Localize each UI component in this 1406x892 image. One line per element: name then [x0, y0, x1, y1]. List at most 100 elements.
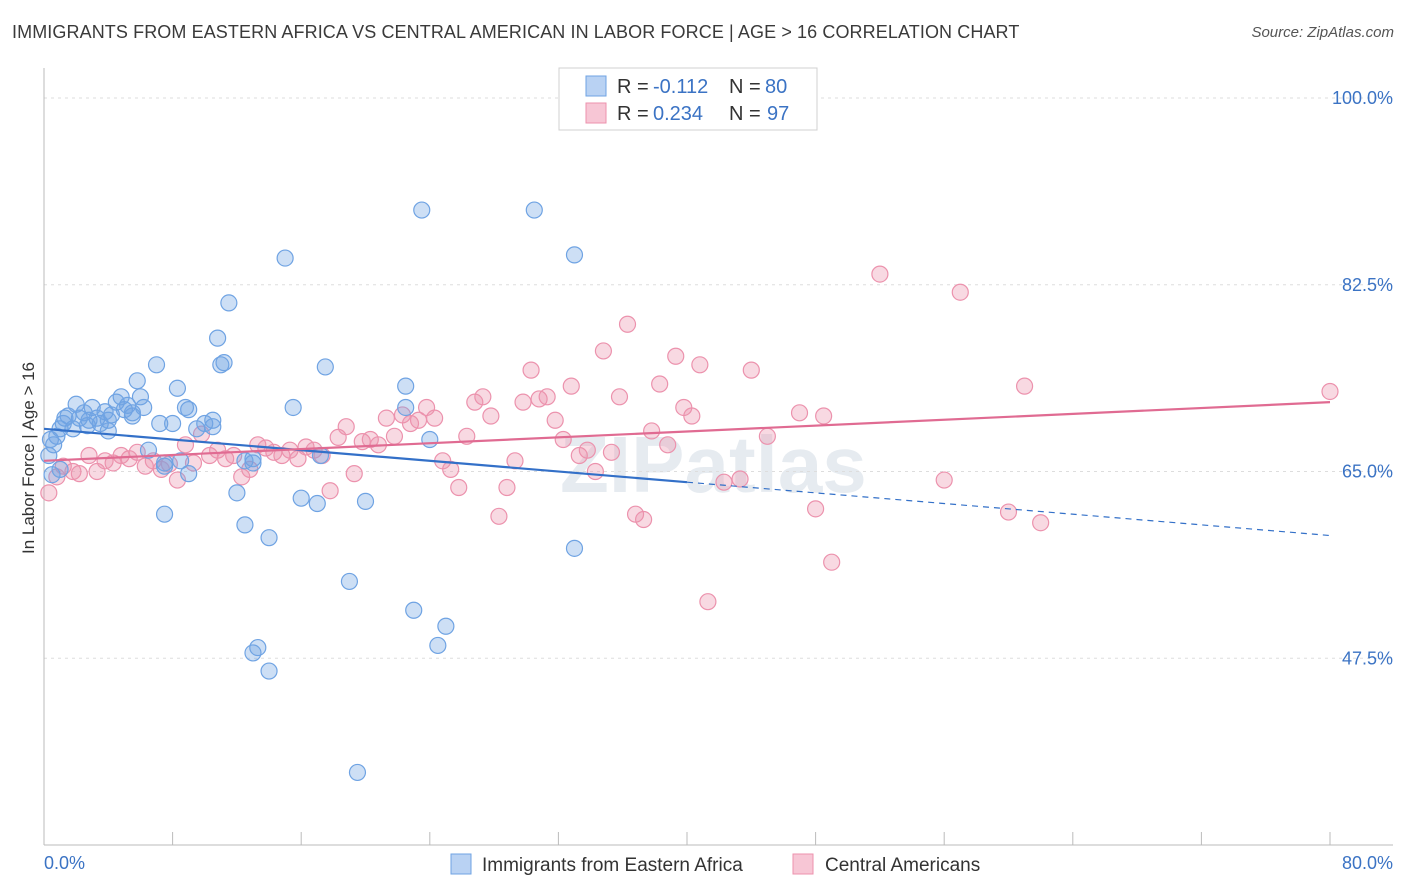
- eastern-africa-point: [437, 617, 455, 635]
- chart-title: IMMIGRANTS FROM EASTERN AFRICA VS CENTRA…: [12, 22, 1020, 42]
- central-americans-point: [806, 500, 825, 518]
- eastern-africa-point: [565, 246, 584, 264]
- eastern-africa-point: [56, 409, 74, 427]
- eastern-africa-point: [565, 539, 584, 557]
- eastern-africa-point: [421, 430, 439, 449]
- central-americans-point: [337, 418, 355, 436]
- x-ticks: [43, 832, 1331, 845]
- eastern-africa-point: [180, 465, 198, 483]
- eastern-africa-point: [316, 358, 334, 376]
- eastern-africa-point: [249, 638, 267, 657]
- trend-line-eastern-africa-extrapolated: [686, 481, 1331, 537]
- eastern-africa-point: [180, 401, 198, 419]
- central-americans-point: [1321, 382, 1339, 401]
- eastern-africa-point: [123, 404, 142, 422]
- central-americans-point: [610, 388, 629, 406]
- central-americans-point: [385, 427, 404, 445]
- central-americans-point: [667, 347, 685, 365]
- x-tick-label-max: 80.0%: [1342, 853, 1393, 873]
- eastern-africa-point: [348, 763, 367, 782]
- legend-box: R = -0.112 N = 80 R = 0.234 N = 97: [558, 67, 818, 131]
- central-americans-point: [871, 265, 889, 283]
- bottom-legend-swatch-blue: [450, 853, 472, 875]
- eastern-africa-point: [204, 418, 222, 436]
- central-americans-point: [562, 377, 580, 395]
- bottom-legend-label-blue: Immigrants from Eastern Africa: [482, 855, 743, 876]
- eastern-africa-point: [168, 379, 187, 397]
- eastern-africa-point: [83, 398, 101, 417]
- eastern-africa-point: [41, 430, 60, 449]
- eastern-africa-point: [102, 406, 121, 424]
- eastern-africa-point: [308, 494, 326, 513]
- central-americans-point: [790, 404, 809, 422]
- central-americans-point: [823, 553, 841, 571]
- central-americans-point: [490, 507, 508, 525]
- bottom-legend-label-pink: Central Americans: [825, 855, 980, 876]
- eastern-africa-point: [155, 454, 174, 472]
- central-americans-point: [594, 342, 613, 360]
- eastern-africa-point: [99, 411, 117, 429]
- central-americans-point: [442, 460, 460, 478]
- eastern-africa-point: [429, 636, 447, 655]
- eastern-africa-point: [244, 644, 262, 662]
- legend-r-label-2: R =: [617, 103, 649, 125]
- central-americans-point: [321, 482, 339, 500]
- central-americans-point: [450, 478, 468, 497]
- central-americans-point: [742, 361, 760, 379]
- y-tick-label: 47.5%: [1342, 648, 1393, 668]
- central-americans-point: [634, 510, 653, 529]
- central-americans-point: [474, 388, 492, 406]
- central-americans-point: [377, 409, 395, 427]
- legend-r-label-1: R =: [617, 76, 649, 98]
- eastern-africa-point: [220, 294, 238, 312]
- series-eastern-africa-points: [40, 201, 584, 782]
- legend-n-label-2: N =: [729, 103, 761, 125]
- eastern-africa-point: [397, 398, 415, 417]
- eastern-africa-point: [215, 354, 233, 372]
- eastern-africa-point: [172, 452, 190, 470]
- legend-n-label-1: N =: [729, 76, 761, 98]
- eastern-africa-point: [147, 356, 166, 374]
- trend-lines: [43, 401, 1331, 537]
- central-americans-point: [1032, 514, 1050, 532]
- central-americans-point: [651, 375, 669, 393]
- central-americans-point: [40, 484, 58, 502]
- central-americans-point: [999, 503, 1018, 521]
- central-americans-point: [951, 283, 969, 301]
- eastern-africa-point: [151, 414, 169, 433]
- trend-line-central-americans: [43, 401, 1331, 462]
- eastern-africa-point: [413, 201, 431, 219]
- central-americans-point: [426, 409, 444, 427]
- central-americans-point: [64, 462, 82, 481]
- central-americans-point: [578, 441, 596, 459]
- legend-n-value-2: 97: [767, 103, 789, 125]
- legend-n-value-1: 80: [765, 76, 787, 98]
- central-americans-point: [935, 471, 953, 489]
- eastern-africa-point: [311, 446, 330, 465]
- central-americans-point: [691, 356, 709, 374]
- eastern-africa-point: [397, 377, 415, 395]
- bottom-legend-swatch-pink: [792, 853, 814, 875]
- eastern-africa-point: [356, 492, 375, 510]
- central-americans-point: [731, 470, 749, 488]
- eastern-africa-point: [525, 201, 543, 219]
- central-americans-point: [546, 411, 564, 429]
- eastern-africa-point: [244, 454, 262, 472]
- eastern-africa-point: [139, 441, 158, 459]
- eastern-africa-point: [276, 249, 294, 267]
- series-central-americans-points: [40, 265, 1339, 611]
- central-americans-point: [498, 478, 516, 497]
- axes: [43, 68, 1393, 846]
- eastern-africa-point: [164, 414, 182, 433]
- eastern-africa-point: [260, 662, 278, 680]
- central-americans-point: [554, 430, 572, 449]
- central-americans-point: [643, 422, 661, 440]
- legend-r-value-2: 0.234: [653, 103, 703, 125]
- y-tick-labels: 47.5% 65.0% 82.5% 100.0%: [1332, 88, 1393, 668]
- eastern-africa-point: [128, 372, 146, 390]
- eastern-africa-point: [209, 329, 227, 347]
- eastern-africa-point: [131, 388, 150, 406]
- eastern-africa-point: [340, 572, 359, 591]
- eastern-africa-point: [155, 505, 174, 523]
